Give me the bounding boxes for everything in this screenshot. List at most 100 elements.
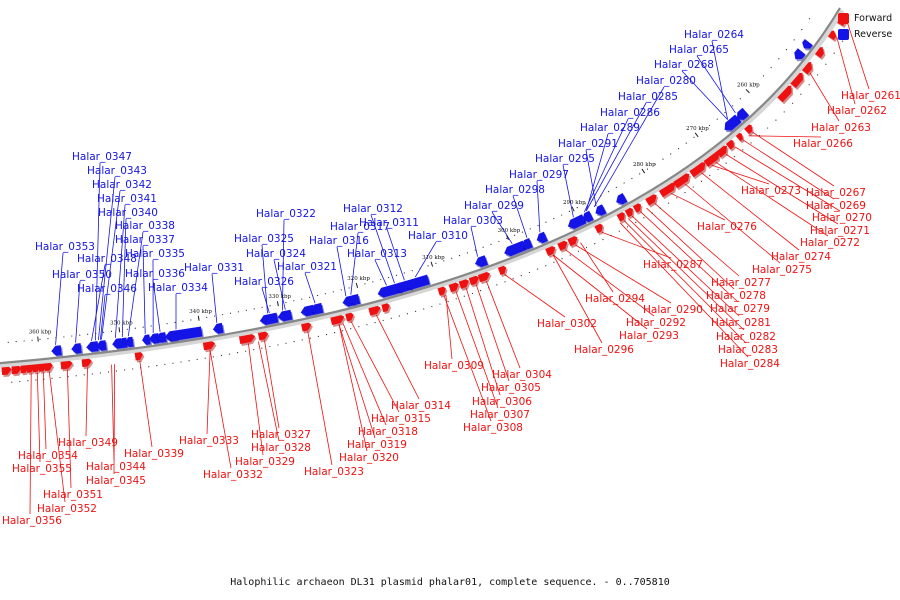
gene-label: Halar_0337 [115,234,175,246]
minor-tick [825,63,827,65]
minor-tick [808,84,810,86]
gene-label: Halar_0325 [234,233,294,245]
gene-label: Halar_0351 [43,489,103,501]
label-leader-line [470,226,478,257]
gene-label: Halar_0338 [115,220,175,232]
minor-tick [140,367,142,369]
legend-reverse-label: Reverse [854,28,893,40]
gene-label: Halar_0265 [669,44,729,56]
minor-tick [724,111,726,114]
minor-tick [667,202,670,204]
minor-tick [333,332,336,334]
minor-tick [324,293,327,295]
minor-tick [635,221,637,223]
minor-tick [406,313,409,315]
gene-label: Halar_0286 [600,107,660,119]
gene-label: Halar_0336 [125,268,185,280]
gene-label: Halar_0284 [720,358,780,370]
gene-label: Halar_0270 [812,212,872,224]
minor-tick [520,275,522,277]
minor-tick [770,66,772,69]
gene-label: Halar_0294 [585,293,645,305]
gene-label: Halar_0317 [330,221,390,233]
minor-tick [342,330,344,332]
gene-label: Halar_0305 [481,382,541,394]
minor-tick [39,338,41,340]
gene-label: Halar_0266 [793,138,853,150]
minor-tick [677,148,680,150]
label-leader-line [725,154,839,225]
gene-label: Halar_0296 [574,344,634,356]
minor-tick [123,369,126,371]
minor-tick [172,362,174,364]
reverse-gene-arrow [349,294,361,305]
label-leader-line [29,373,32,515]
label-leader-line [619,222,749,358]
minor-tick [196,358,198,361]
scale-tick-label: 330 kbp [268,294,291,300]
scale-tick-label: 260 kbp [737,82,760,88]
minor-tick [783,111,785,113]
scale-tick-label: 320 kbp [347,276,370,282]
gene-label: Halar_0308 [463,422,523,434]
minor-tick [762,75,765,77]
minor-tick [643,217,645,219]
minor-tick [51,377,53,379]
label-leader-line [654,202,740,277]
minor-tick [801,29,803,31]
minor-tick [55,337,57,339]
reverse-gene-arrow [71,343,82,354]
minor-tick [110,330,113,332]
minor-tick [513,234,516,236]
gene-label: Halar_0313 [347,248,407,260]
legend-reverse: Reverse [838,26,898,42]
scale-tick-label: 270 kbp [686,126,709,132]
reverse-gene-arrow [125,336,134,348]
gene-label: Halar_0261 [841,90,900,102]
minor-tick [261,347,263,349]
minor-tick [569,254,571,256]
minor-tick [631,177,633,180]
minor-tick [7,341,9,343]
label-leader-line [98,176,116,341]
minor-tick [685,142,687,144]
reverse-gene-arrow [595,204,607,216]
label-leader-line [282,219,285,311]
gene-label: Halar_0298 [485,184,545,196]
gene-label: Halar_0287 [643,259,703,271]
label-leader-line [142,245,146,334]
minor-tick [602,238,604,241]
label-leader-line [375,314,420,400]
minor-tick [132,368,134,370]
minor-tick [791,102,794,104]
reverse-gene-arrow [377,282,402,298]
minor-tick [35,379,37,381]
gene-label: Halar_0264 [684,29,744,41]
label-leader-line [670,192,726,221]
minor-tick [594,242,596,245]
minor-tick [95,332,97,334]
gene-label: Halar_0297 [509,169,569,181]
minor-tick [439,303,441,305]
label-leader-line [91,264,106,341]
forward-swatch [838,12,849,24]
label-leader-line [261,244,268,314]
minor-tick [427,265,429,267]
minor-tick [220,354,222,357]
scale-tick [571,206,575,212]
minor-tick [700,180,703,182]
reverse-gene-arrow [405,274,430,290]
minor-tick [693,136,695,138]
label-leader-line [386,228,405,281]
forward-gene-arrow [687,161,706,178]
minor-tick [293,341,295,343]
reverse-gene-arrow [475,255,488,267]
minor-tick [841,40,844,42]
scale-tick-label: 300 kbp [498,228,521,234]
label-leader-line [696,55,736,114]
minor-tick [742,149,744,151]
minor-tick [83,374,85,376]
minor-tick [126,328,128,330]
minor-tick [332,291,334,293]
minor-tick [561,214,563,216]
